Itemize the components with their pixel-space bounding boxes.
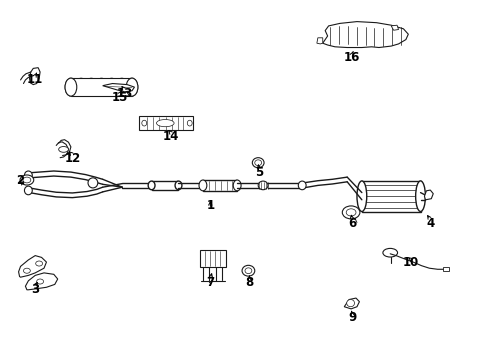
Ellipse shape bbox=[346, 300, 354, 307]
Text: 2: 2 bbox=[17, 174, 24, 186]
Ellipse shape bbox=[105, 78, 117, 96]
Text: 7: 7 bbox=[206, 276, 214, 289]
Polygon shape bbox=[102, 84, 134, 92]
Ellipse shape bbox=[142, 120, 146, 126]
Ellipse shape bbox=[175, 181, 182, 190]
Ellipse shape bbox=[88, 178, 98, 188]
Text: 3: 3 bbox=[31, 283, 39, 296]
Ellipse shape bbox=[382, 248, 397, 257]
Text: 8: 8 bbox=[245, 276, 253, 289]
Polygon shape bbox=[19, 256, 46, 277]
Polygon shape bbox=[25, 273, 58, 290]
Bar bbox=[151, 181, 178, 190]
Ellipse shape bbox=[233, 180, 241, 191]
Text: 14: 14 bbox=[163, 130, 179, 143]
Polygon shape bbox=[29, 68, 40, 85]
Ellipse shape bbox=[346, 209, 355, 216]
Text: 5: 5 bbox=[255, 166, 263, 179]
Bar bbox=[442, 267, 448, 271]
Ellipse shape bbox=[187, 120, 192, 126]
Polygon shape bbox=[390, 25, 398, 30]
Ellipse shape bbox=[75, 78, 87, 96]
Text: 12: 12 bbox=[64, 152, 81, 165]
Text: 13: 13 bbox=[116, 87, 133, 100]
Polygon shape bbox=[322, 22, 407, 48]
Text: 10: 10 bbox=[402, 256, 418, 269]
Ellipse shape bbox=[20, 175, 34, 185]
Ellipse shape bbox=[65, 78, 77, 96]
Text: 11: 11 bbox=[27, 73, 43, 86]
Ellipse shape bbox=[298, 181, 305, 190]
Ellipse shape bbox=[126, 78, 138, 96]
Bar bbox=[199, 250, 226, 267]
Ellipse shape bbox=[356, 181, 366, 211]
Ellipse shape bbox=[254, 160, 261, 166]
Ellipse shape bbox=[156, 120, 174, 127]
Text: 6: 6 bbox=[347, 217, 355, 230]
Ellipse shape bbox=[116, 78, 127, 96]
Ellipse shape bbox=[342, 206, 359, 219]
Bar bbox=[361, 181, 420, 211]
Ellipse shape bbox=[85, 78, 97, 96]
Bar bbox=[203, 180, 237, 191]
Ellipse shape bbox=[23, 268, 30, 273]
Ellipse shape bbox=[126, 78, 138, 96]
Ellipse shape bbox=[24, 171, 32, 180]
Text: 16: 16 bbox=[343, 51, 360, 64]
Ellipse shape bbox=[252, 158, 264, 168]
Text: 9: 9 bbox=[347, 311, 355, 324]
Ellipse shape bbox=[148, 181, 155, 190]
Ellipse shape bbox=[36, 261, 42, 266]
Ellipse shape bbox=[37, 279, 43, 284]
Text: 15: 15 bbox=[111, 91, 128, 104]
Ellipse shape bbox=[65, 78, 77, 96]
Ellipse shape bbox=[199, 180, 206, 191]
Polygon shape bbox=[344, 298, 359, 309]
Ellipse shape bbox=[96, 78, 107, 96]
Text: 1: 1 bbox=[206, 199, 214, 212]
Text: 4: 4 bbox=[426, 217, 433, 230]
Ellipse shape bbox=[415, 181, 425, 211]
Bar bbox=[71, 78, 132, 96]
Ellipse shape bbox=[59, 147, 68, 152]
Polygon shape bbox=[424, 190, 432, 200]
Ellipse shape bbox=[258, 181, 267, 190]
Ellipse shape bbox=[24, 186, 32, 195]
Bar bbox=[139, 116, 193, 130]
Ellipse shape bbox=[23, 177, 31, 183]
Ellipse shape bbox=[242, 265, 254, 276]
Ellipse shape bbox=[244, 268, 251, 274]
Polygon shape bbox=[316, 38, 322, 44]
